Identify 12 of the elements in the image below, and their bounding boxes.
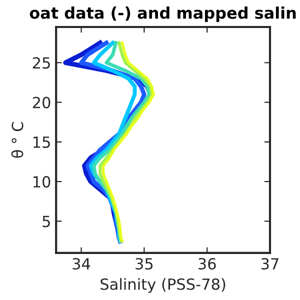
y-tick-label: 15 [33, 136, 50, 148]
x-axis-title: Salinity (PSS-78) [100, 278, 226, 293]
x-tick-label: 37 [261, 258, 278, 270]
x-tick-label: 36 [198, 258, 216, 270]
x-tick-label: 35 [136, 258, 153, 270]
y-tick-label: 25 [32, 57, 50, 69]
y-tick-label: 20 [32, 96, 50, 108]
x-tick-label: 34 [72, 258, 90, 270]
y-tick-label: 10 [33, 176, 50, 188]
y-tick-label: 5 [42, 216, 50, 228]
y-axis-title: θ ° C [11, 122, 24, 158]
chart-title: oat data (-) and mapped salin [30, 6, 296, 22]
